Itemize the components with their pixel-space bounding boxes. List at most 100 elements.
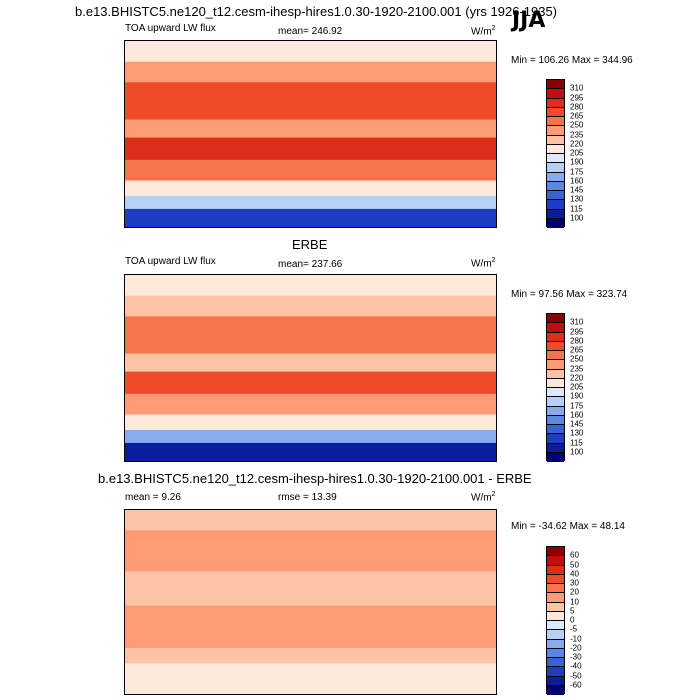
colorbar-tick-label: 220	[570, 373, 584, 383]
colorbar-tick-label: 50	[570, 560, 579, 569]
panel1-field-label: TOA upward LW flux	[125, 23, 216, 34]
panel1-heatmap	[125, 41, 496, 227]
colorbar-tick-label: 250	[570, 354, 584, 364]
colorbar-box	[547, 388, 564, 398]
lat-band	[125, 414, 496, 431]
colorbar-box	[547, 144, 564, 154]
colorbar-tick-label: 130	[570, 194, 584, 204]
colorbar-box	[547, 218, 564, 228]
panel2-heatmap	[125, 275, 496, 461]
lat-band	[125, 430, 496, 444]
colorbar-box	[547, 639, 564, 649]
season-label: JJA	[512, 8, 546, 33]
colorbar-box	[547, 611, 564, 621]
lat-band	[125, 316, 496, 338]
colorbar-box	[547, 80, 564, 90]
lat-band	[125, 353, 496, 373]
colorbar-tick-label: 115	[570, 438, 583, 447]
lat-band	[125, 119, 496, 139]
colorbar-box	[547, 351, 564, 361]
panel1-minmax: Min = 106.26 Max = 344.96	[511, 55, 633, 66]
colorbar-tick-label: 175	[570, 401, 584, 410]
panel1-colorbar	[546, 79, 565, 228]
lat-band	[125, 196, 496, 210]
colorbar-box	[547, 621, 564, 631]
figure-title: b.e13.BHISTC5.ne120_t12.cesm-ihesp-hires…	[75, 4, 558, 19]
colorbar-tick-label: 100	[570, 447, 584, 457]
colorbar-tick-label: 160	[570, 410, 584, 420]
colorbar-tick-label: 280	[570, 102, 584, 112]
colorbar-box	[547, 667, 564, 677]
colorbar-tick-label: 235	[570, 130, 584, 139]
panel2-colorbar	[546, 313, 565, 462]
colorbar-box	[547, 163, 564, 173]
colorbar-box	[547, 126, 564, 136]
colorbar-tick-label: 265	[570, 111, 584, 121]
colorbar-box	[547, 369, 564, 379]
lat-band	[125, 137, 496, 161]
colorbar-tick-label: 60	[570, 550, 579, 560]
colorbar-tick-label: 190	[570, 391, 584, 401]
lat-band	[125, 648, 496, 664]
colorbar-tick-label: 130	[570, 428, 584, 438]
colorbar-box	[547, 191, 564, 201]
lat-band	[125, 627, 496, 649]
panel1-map	[124, 40, 497, 228]
colorbar-box	[547, 648, 564, 658]
colorbar-tick-label: 100	[570, 213, 584, 223]
colorbar-tick-label: 280	[570, 336, 584, 346]
colorbar-box	[547, 135, 564, 145]
panel2-map	[124, 274, 497, 462]
colorbar-tick-label: 40	[570, 569, 579, 579]
colorbar-box	[547, 630, 564, 640]
colorbar-box	[547, 360, 564, 370]
colorbar-tick-label: 10	[570, 597, 579, 606]
colorbar-box	[547, 452, 564, 462]
lat-band	[125, 82, 496, 104]
lat-band	[125, 571, 496, 589]
lat-band	[125, 371, 496, 395]
colorbar-tick-label: -5	[570, 624, 578, 634]
colorbar-box	[547, 117, 564, 127]
lat-band	[125, 605, 496, 629]
colorbar-box	[547, 107, 564, 117]
lat-band	[125, 587, 496, 607]
panel1-units: W/m2	[471, 25, 496, 38]
colorbar-box	[547, 332, 564, 342]
colorbar-box	[547, 378, 564, 388]
lat-band	[125, 41, 496, 63]
colorbar-box	[547, 397, 564, 407]
lat-band	[125, 550, 496, 572]
lat-band	[125, 275, 496, 297]
colorbar-tick-label: 175	[570, 167, 584, 176]
colorbar-box	[547, 443, 564, 453]
colorbar-tick-label: 5	[570, 606, 575, 616]
panel3-colorbar	[546, 546, 565, 695]
colorbar-box	[547, 200, 564, 210]
colorbar-tick-label: 145	[570, 419, 584, 429]
colorbar-box	[547, 425, 564, 435]
colorbar-box	[547, 415, 564, 425]
colorbar-box	[547, 676, 564, 686]
panel3-mean: mean = 9.26	[125, 492, 181, 503]
colorbar-tick-label: 115	[570, 204, 583, 213]
lat-band	[125, 180, 496, 197]
colorbar-tick-label: 0	[570, 615, 575, 625]
panel2-mean: mean= 237.66	[278, 259, 343, 270]
lat-band	[125, 159, 496, 181]
colorbar-box	[547, 181, 564, 191]
colorbar-tick-label: 235	[570, 364, 584, 373]
colorbar-tick-label: -30	[570, 652, 582, 662]
colorbar-tick-label: 250	[570, 120, 584, 130]
colorbar-tick-label: -40	[570, 661, 582, 671]
colorbar-box	[547, 547, 564, 557]
lat-band	[125, 676, 496, 694]
colorbar-tick-label: -50	[570, 671, 582, 680]
colorbar-box	[547, 556, 564, 566]
colorbar-box	[547, 584, 564, 594]
colorbar-box	[547, 209, 564, 219]
colorbar-box	[547, 434, 564, 444]
panel3-minmax: Min = -34.62 Max = 48.14	[511, 521, 625, 532]
colorbar-box	[547, 323, 564, 333]
lat-band	[125, 663, 496, 677]
